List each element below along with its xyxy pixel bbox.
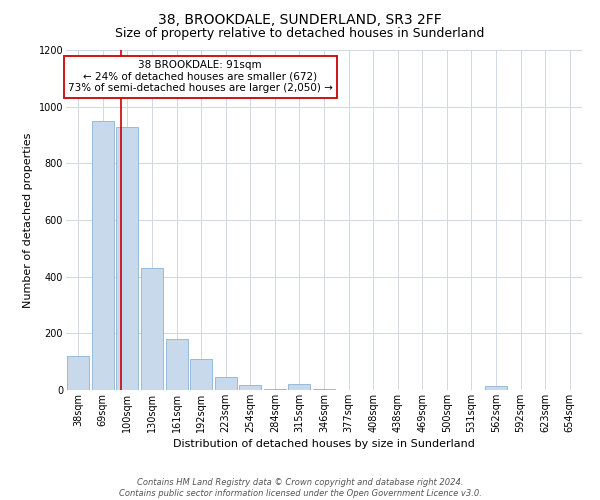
Bar	[264, 388, 286, 390]
Bar	[239, 385, 262, 390]
Bar	[313, 388, 335, 390]
Bar	[289, 384, 310, 390]
Bar	[141, 268, 163, 390]
Text: Contains HM Land Registry data © Crown copyright and database right 2024.
Contai: Contains HM Land Registry data © Crown c…	[119, 478, 481, 498]
Bar	[215, 377, 237, 390]
Bar	[485, 386, 507, 390]
Text: 38 BROOKDALE: 91sqm
← 24% of detached houses are smaller (672)
73% of semi-detac: 38 BROOKDALE: 91sqm ← 24% of detached ho…	[68, 60, 332, 94]
Bar	[67, 356, 89, 390]
Text: 38, BROOKDALE, SUNDERLAND, SR3 2FF: 38, BROOKDALE, SUNDERLAND, SR3 2FF	[158, 12, 442, 26]
Bar	[116, 126, 139, 390]
Text: Size of property relative to detached houses in Sunderland: Size of property relative to detached ho…	[115, 28, 485, 40]
X-axis label: Distribution of detached houses by size in Sunderland: Distribution of detached houses by size …	[173, 439, 475, 449]
Bar	[190, 359, 212, 390]
Y-axis label: Number of detached properties: Number of detached properties	[23, 132, 33, 308]
Bar	[166, 339, 188, 390]
Bar	[92, 121, 114, 390]
